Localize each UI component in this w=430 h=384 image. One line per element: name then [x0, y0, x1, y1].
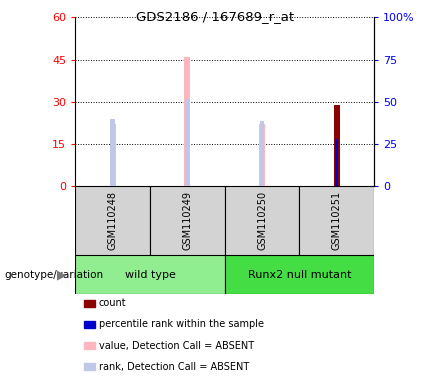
Bar	[259, 124, 265, 186]
Bar	[334, 104, 340, 186]
Bar	[224, 255, 374, 294]
Bar	[299, 186, 374, 255]
Text: wild type: wild type	[125, 270, 175, 280]
Text: GSM110249: GSM110249	[182, 191, 192, 250]
Text: GSM110248: GSM110248	[108, 191, 118, 250]
Text: ▶: ▶	[57, 268, 67, 281]
Bar	[110, 124, 116, 186]
Bar	[260, 121, 264, 186]
Bar	[184, 57, 190, 186]
Text: Runx2 null mutant: Runx2 null mutant	[248, 270, 351, 280]
Text: rank, Detection Call = ABSENT: rank, Detection Call = ABSENT	[99, 362, 249, 372]
Bar	[150, 186, 224, 255]
Bar	[75, 255, 224, 294]
Text: GDS2186 / 167689_r_at: GDS2186 / 167689_r_at	[136, 10, 294, 23]
Text: count: count	[99, 298, 126, 308]
Text: GSM110250: GSM110250	[257, 191, 267, 250]
Text: value, Detection Call = ABSENT: value, Detection Call = ABSENT	[99, 341, 254, 351]
Bar	[335, 139, 338, 186]
Text: GSM110251: GSM110251	[332, 191, 342, 250]
Bar	[185, 99, 190, 186]
Bar	[111, 119, 115, 186]
Text: genotype/variation: genotype/variation	[4, 270, 104, 280]
Text: percentile rank within the sample: percentile rank within the sample	[99, 319, 264, 329]
Bar	[75, 186, 150, 255]
Bar	[224, 186, 299, 255]
